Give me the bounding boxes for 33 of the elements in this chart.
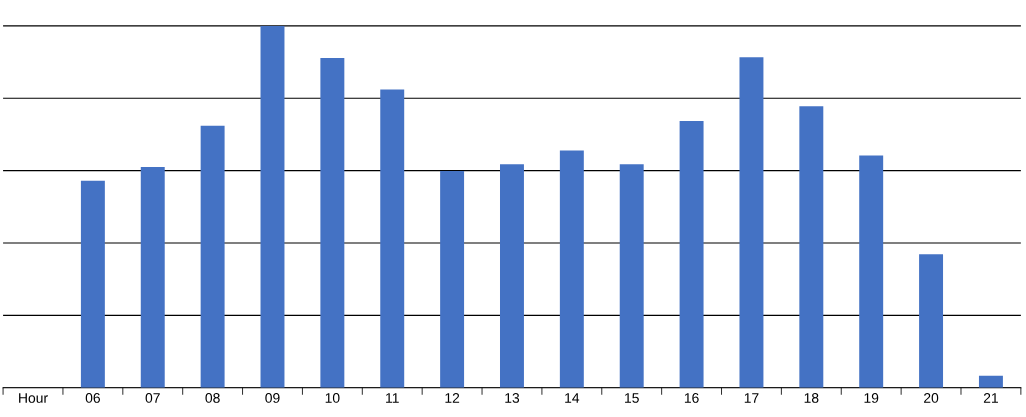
bar	[380, 89, 405, 388]
x-tick-label: 09	[265, 393, 280, 403]
x-tick-label: 14	[565, 393, 580, 403]
x-tick-label: 13	[505, 393, 520, 403]
bar	[619, 164, 644, 388]
x-tick-label: 18	[804, 393, 819, 403]
x-tick-label: 15	[625, 393, 639, 403]
x-tick-label: 19	[864, 393, 879, 403]
bar	[739, 57, 764, 388]
bar	[859, 155, 884, 388]
x-tick-label: 06	[85, 393, 100, 403]
x-tick-label: 11	[386, 393, 399, 403]
x-tick-label: 17	[744, 393, 759, 403]
bar	[919, 254, 944, 388]
bar	[440, 171, 465, 388]
bar	[80, 180, 105, 388]
bar	[500, 164, 524, 388]
x-tick-label: 21	[983, 393, 998, 403]
x-tick-label: 08	[205, 393, 220, 403]
bar	[260, 25, 285, 388]
x-tick-label: 07	[145, 393, 160, 403]
x-tick-label: Hour	[19, 393, 48, 403]
x-tick-label: 10	[325, 393, 340, 403]
x-tick-label: 16	[684, 393, 699, 403]
bar	[200, 125, 225, 388]
x-tick-label: 20	[924, 393, 939, 403]
x-tick-label: 12	[445, 393, 460, 403]
bar	[320, 58, 345, 388]
bar	[559, 150, 584, 388]
bar	[978, 375, 1003, 388]
bar	[799, 106, 824, 388]
bar	[679, 121, 704, 388]
bar	[140, 167, 165, 388]
